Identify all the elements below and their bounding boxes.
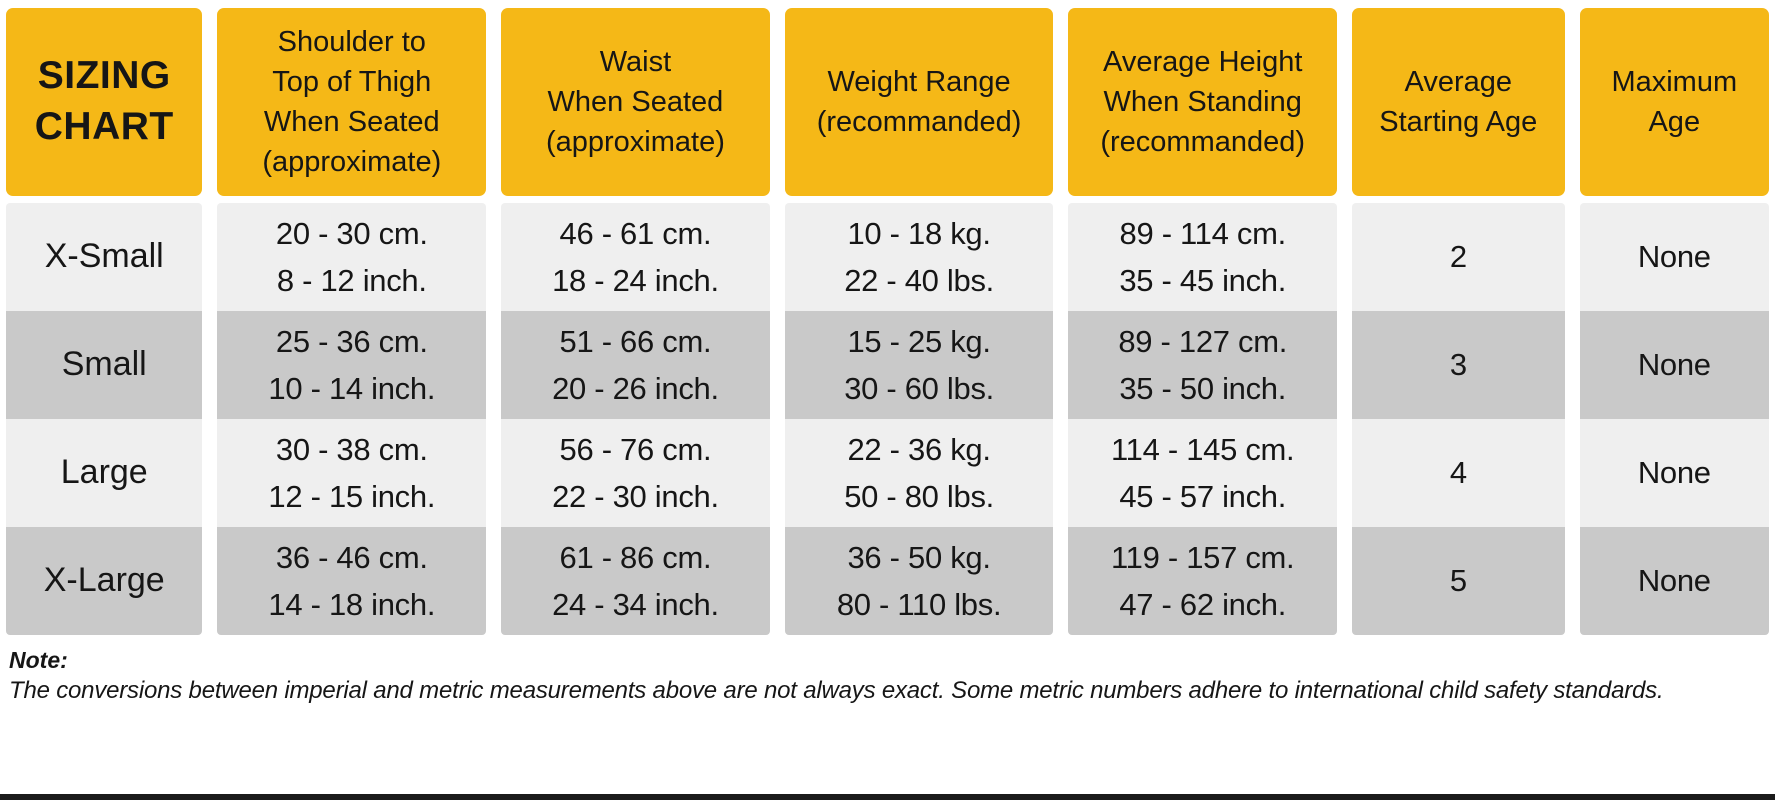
sizing-chart: SIZING CHART Shoulder to Top of Thigh Wh… bbox=[6, 8, 1769, 706]
cell-small-average-height: 89 - 127 cm. 35 - 50 inch. bbox=[1068, 311, 1338, 419]
cell-xsmall-starting-age: 2 bbox=[1352, 203, 1565, 311]
bottom-crop-line bbox=[0, 794, 1775, 800]
cell-small-weight-range: 15 - 25 kg. 30 - 60 lbs. bbox=[784, 311, 1054, 419]
row-label-xlarge: X-Large bbox=[6, 527, 203, 635]
cell-small-maximum-age: None bbox=[1579, 311, 1769, 419]
cell-large-weight-range: 22 - 36 kg. 50 - 80 lbs. bbox=[784, 419, 1054, 527]
cell-small-waist: 51 - 66 cm. 20 - 26 inch. bbox=[501, 311, 770, 419]
header-weight-range: Weight Range (recommanded) bbox=[784, 8, 1054, 196]
cell-xsmall-waist: 46 - 61 cm. 18 - 24 inch. bbox=[501, 203, 770, 311]
cell-small-starting-age: 3 bbox=[1352, 311, 1565, 419]
header-average-starting-age: Average Starting Age bbox=[1352, 8, 1565, 196]
footnote-label: Note: bbox=[9, 647, 68, 673]
cell-xlarge-maximum-age: None bbox=[1579, 527, 1769, 635]
row-label-xsmall: X-Small bbox=[6, 203, 203, 311]
cell-small-shoulder-to-thigh: 25 - 36 cm. 10 - 14 inch. bbox=[217, 311, 487, 419]
cell-xlarge-weight-range: 36 - 50 kg. 80 - 110 lbs. bbox=[784, 527, 1054, 635]
cell-xsmall-maximum-age: None bbox=[1579, 203, 1769, 311]
header-shoulder-to-thigh: Shoulder to Top of Thigh When Seated (ap… bbox=[217, 8, 487, 196]
header-average-height: Average Height When Standing (recommande… bbox=[1068, 8, 1338, 196]
row-label-large: Large bbox=[6, 419, 203, 527]
cell-large-maximum-age: None bbox=[1579, 419, 1769, 527]
cell-xsmall-average-height: 89 - 114 cm. 35 - 45 inch. bbox=[1068, 203, 1338, 311]
header-maximum-age: Maximum Age bbox=[1579, 8, 1769, 196]
header-sizing-chart: SIZING CHART bbox=[6, 8, 203, 196]
cell-large-waist: 56 - 76 cm. 22 - 30 inch. bbox=[501, 419, 770, 527]
row-label-small: Small bbox=[6, 311, 203, 419]
cell-large-average-height: 114 - 145 cm. 45 - 57 inch. bbox=[1068, 419, 1338, 527]
header-row: SIZING CHART Shoulder to Top of Thigh Wh… bbox=[6, 8, 1769, 196]
footnote-text: The conversions between imperial and met… bbox=[9, 676, 1664, 704]
cell-xsmall-shoulder-to-thigh: 20 - 30 cm. 8 - 12 inch. bbox=[217, 203, 487, 311]
table-body: X-Small 20 - 30 cm. 8 - 12 inch. 46 - 61… bbox=[6, 203, 1769, 635]
cell-xlarge-waist: 61 - 86 cm. 24 - 34 inch. bbox=[501, 527, 770, 635]
footnote: Note: The conversions between imperial a… bbox=[9, 646, 1769, 706]
cell-xlarge-average-height: 119 - 157 cm. 47 - 62 inch. bbox=[1068, 527, 1338, 635]
cell-large-starting-age: 4 bbox=[1352, 419, 1565, 527]
cell-xlarge-starting-age: 5 bbox=[1352, 527, 1565, 635]
cell-xsmall-weight-range: 10 - 18 kg. 22 - 40 lbs. bbox=[784, 203, 1054, 311]
header-waist: Waist When Seated (approximate) bbox=[501, 8, 770, 196]
cell-large-shoulder-to-thigh: 30 - 38 cm. 12 - 15 inch. bbox=[217, 419, 487, 527]
cell-xlarge-shoulder-to-thigh: 36 - 46 cm. 14 - 18 inch. bbox=[217, 527, 487, 635]
